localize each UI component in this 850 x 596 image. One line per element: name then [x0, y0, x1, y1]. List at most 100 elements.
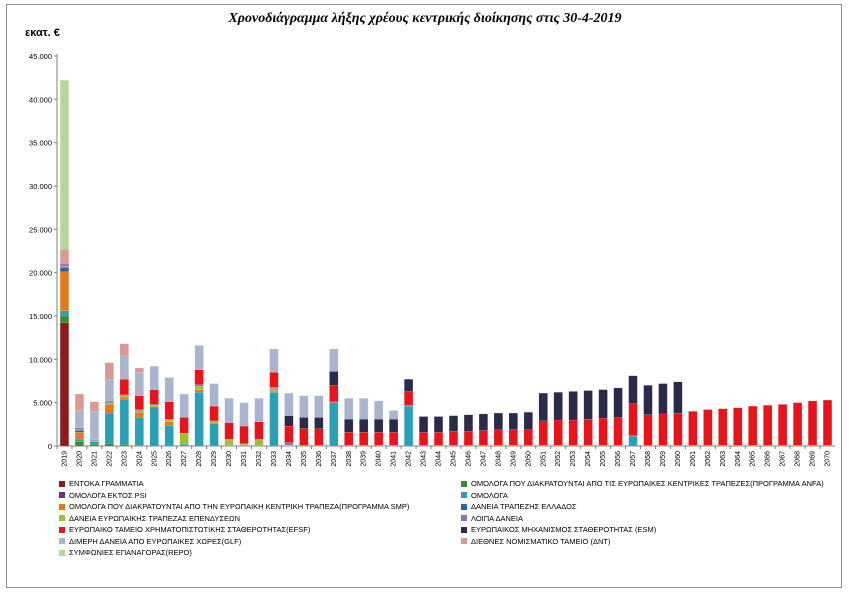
- x-tick-label: 2060: [675, 451, 682, 467]
- x-tick-label: 2061: [690, 451, 697, 467]
- bar-segment: [284, 442, 294, 446]
- legend-label: ΔΑΝΕΙΑ ΕΥΡΩΠΑΙΚΗΣ ΤΡΑΠΕΖΑΣ ΕΠΕΝΔΥΣΕΩΝ: [69, 513, 241, 523]
- bar-segment: [149, 405, 159, 408]
- bar-segment: [463, 431, 473, 446]
- bar-segment: [149, 366, 159, 390]
- bar-segment: [89, 441, 99, 445]
- legend-item: ΟΜΟΛΟΓΑ ΠΟΥ ΔΙΑΚΡΑΤΟΥΝΤΑΙ ΑΠΟ ΤΗΝ ΕΥΡΩΠΑ…: [59, 502, 409, 511]
- legend-item: ΣΥΜΦΩΝΙΕΣ ΕΠΑΝΑΓΟΡΑΣ(REPO): [59, 548, 192, 557]
- bar-segment: [59, 315, 69, 324]
- bar-segment: [478, 430, 488, 446]
- bar-segment: [808, 400, 818, 446]
- bar-segment: [209, 423, 219, 447]
- x-tick-label: 2048: [495, 451, 502, 467]
- legend-label: ΟΜΟΛΟΓΑ ΠΟΥ ΔΙΑΚΡΑΤΟΥΝΤΑΙ ΑΠΟ ΤΙΣ ΕΥΡΩΠΑ…: [471, 479, 824, 488]
- x-tick-label: 2027: [181, 451, 188, 467]
- x-tick-label: 2034: [286, 451, 293, 467]
- bar-segment: [463, 414, 473, 432]
- bar-segment: [89, 401, 99, 412]
- legend-item: ΔΙΕΘΝΕΣ ΝΟΜΙΣΜΑΤΙΚΟ ΤΑΜΕΙΟ (ΔΝΤ): [461, 537, 610, 546]
- bar-segment: [104, 412, 114, 444]
- bar-segment: [74, 431, 84, 440]
- bar-segment: [419, 431, 429, 446]
- x-tick-label: 2066: [765, 451, 772, 467]
- bar-segment: [224, 398, 234, 423]
- legend-item: ΟΜΟΛΟΓΑ: [461, 491, 508, 500]
- bar-segment: [493, 412, 503, 430]
- bar-segment: [119, 343, 129, 357]
- x-tick-label: 2024: [136, 451, 143, 467]
- x-tick-label: 2028: [196, 451, 203, 467]
- x-tick-label: 2057: [630, 451, 637, 467]
- bar-segment: [523, 412, 533, 430]
- bar-segment: [628, 375, 638, 404]
- x-tick-label: 2041: [391, 451, 398, 467]
- bar-segment: [793, 402, 803, 446]
- x-tick-label: 2021: [91, 451, 98, 467]
- bar-segment: [269, 372, 279, 388]
- legend-item: ΛΟΙΠΑ ΔΑΝΕΙΑ: [461, 514, 523, 523]
- legend-swatch: [461, 480, 467, 487]
- bar-segment: [194, 345, 204, 370]
- bar-segment: [673, 412, 683, 446]
- bar-segment: [134, 410, 144, 413]
- x-tick-label: 2046: [465, 451, 472, 467]
- x-tick-label: 2023: [121, 451, 128, 467]
- bar-segment: [89, 411, 99, 441]
- bar-segment: [553, 392, 563, 421]
- x-tick-label: 2042: [406, 451, 413, 467]
- bar-segment: [74, 393, 84, 411]
- bar-segment: [104, 402, 114, 405]
- bar-segment: [448, 415, 458, 432]
- bar-segment: [553, 419, 563, 446]
- bar-segment: [703, 409, 713, 446]
- bar-segment: [419, 416, 429, 433]
- bar-segment: [89, 444, 99, 447]
- bar-segment: [434, 416, 444, 433]
- bar-segment: [179, 393, 189, 418]
- x-tick-label: 2054: [585, 451, 592, 467]
- bar-segment: [389, 418, 399, 433]
- bar-segment: [104, 379, 114, 402]
- bar-segment: [448, 431, 458, 446]
- x-tick-label: 2065: [750, 451, 757, 467]
- chart-plot: 0 5.000 10.000 15.000 20.000 25.000 30.000 35.0…: [29, 52, 835, 467]
- bar-segment: [119, 395, 129, 398]
- y-tick-label: 10.000: [29, 355, 52, 364]
- x-tick-label: 2051: [540, 451, 547, 467]
- bar-segment: [254, 398, 264, 422]
- bar-segment: [508, 429, 518, 446]
- legend-swatch: [461, 492, 467, 498]
- bar-segment: [254, 439, 264, 447]
- bar-segment: [224, 439, 234, 447]
- x-tick-label: 2032: [256, 451, 263, 467]
- bar-segment: [164, 401, 174, 420]
- x-tick-label: 2053: [570, 451, 577, 467]
- x-tick-label: 2052: [555, 451, 562, 467]
- bar-segment: [314, 395, 324, 418]
- legend-swatch: [59, 549, 65, 556]
- bar-segment: [359, 398, 369, 420]
- bar-segment: [718, 408, 728, 446]
- bar-segment: [329, 371, 339, 386]
- bar-segment: [628, 435, 638, 437]
- bar-segment: [389, 431, 399, 446]
- bar-segment: [104, 400, 114, 403]
- x-tick-label: 2059: [660, 451, 667, 467]
- legend-label: ΟΜΟΛΟΓΑ ΠΟΥ ΔΙΑΚΡΑΤΟΥΝΤΑΙ ΑΠΟ ΤΗΝ ΕΥΡΩΠΑ…: [69, 502, 410, 511]
- x-tick-label: 2067: [780, 451, 787, 467]
- bar-segment: [643, 385, 653, 415]
- bar-segment: [59, 263, 69, 267]
- bar-segment: [284, 392, 294, 416]
- bar-segment: [104, 362, 114, 380]
- legend-item: ΔΙΜΕΡΗ ΔΑΝΕΙΑ ΑΠΟ ΕΥΡΩΠΑΙΚΕΣ ΧΩΡΕΣ(GLF): [59, 537, 241, 546]
- bar-segment: [164, 419, 174, 422]
- x-tick-label: 2064: [735, 451, 742, 467]
- x-tick-label: 2047: [480, 451, 487, 467]
- bar-segment: [59, 267, 69, 272]
- bar-segment: [239, 402, 249, 427]
- bar-segment: [359, 431, 369, 446]
- legend-label: ΛΟΙΠΑ ΔΑΝΕΙΑ: [471, 513, 523, 523]
- bar-segment: [119, 397, 129, 400]
- bar-segment: [119, 399, 129, 445]
